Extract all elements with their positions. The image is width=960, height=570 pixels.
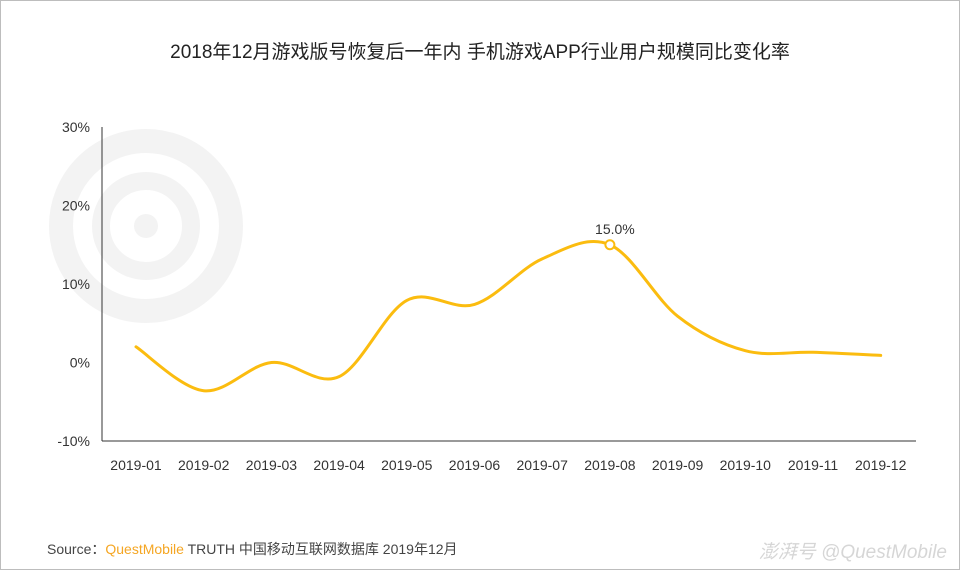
y-tick-label: -10%	[57, 433, 90, 449]
x-tick-label: 2019-04	[313, 457, 365, 473]
x-tick-label: 2019-05	[381, 457, 433, 473]
source-note: Source：QuestMobile TRUTH 中国移动互联网数据库 2019…	[47, 539, 458, 559]
x-tick-label: 2019-07	[517, 457, 569, 473]
series-line	[134, 240, 883, 393]
x-tick-label: 2019-09	[652, 457, 704, 473]
source-rest: TRUTH 中国移动互联网数据库 2019年12月	[183, 541, 458, 557]
x-tick-label: 2019-06	[449, 457, 501, 473]
watermark-logo	[49, 129, 243, 323]
x-tick-label: 2019-03	[246, 457, 298, 473]
source-prefix: Source：	[47, 541, 106, 557]
data-point-marker	[604, 239, 616, 251]
chart-title: 2018年12月游戏版号恢复后一年内 手机游戏APP行业用户规模同比变化率	[170, 42, 790, 63]
corner-watermark: 澎湃号 @QuestMobile	[758, 542, 947, 563]
x-tick-label: 2019-02	[178, 457, 230, 473]
data-label: 15.0%	[595, 221, 635, 237]
y-tick-label: 10%	[62, 276, 90, 292]
x-tick-label: 2019-10	[720, 457, 772, 473]
source-brand: QuestMobile	[105, 541, 184, 557]
x-tick-label: 2019-11	[788, 457, 839, 473]
x-tick-label: 2019-01	[110, 457, 162, 473]
x-tick-label: 2019-12	[855, 457, 907, 473]
y-tick-label: 30%	[62, 119, 90, 135]
x-tick-label: 2019-08	[584, 457, 636, 473]
y-tick-label: 20%	[62, 198, 90, 214]
y-tick-label: 0%	[70, 355, 90, 371]
